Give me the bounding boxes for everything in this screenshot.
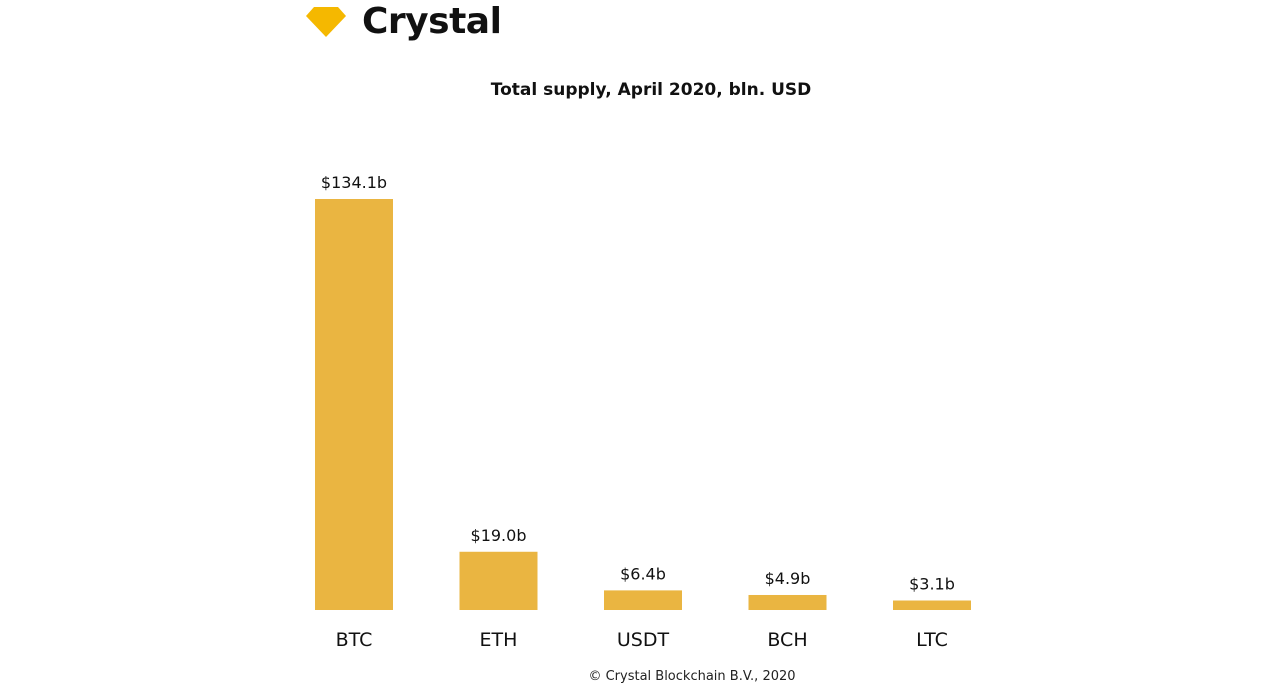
brand-name: Crystal [362, 1, 502, 42]
value-label-usdt: $6.4b [620, 564, 666, 583]
copyright-text: © Crystal Blockchain B.V., 2020 [588, 669, 796, 684]
value-label-ltc: $3.1b [909, 574, 955, 593]
bar-btc [315, 199, 393, 610]
category-label-eth: ETH [480, 629, 518, 651]
value-label-btc: $134.1b [321, 173, 387, 192]
bar-ltc [893, 600, 971, 610]
bar-eth [459, 551, 538, 610]
category-label-btc: BTC [336, 629, 373, 651]
diamond-icon [306, 7, 346, 37]
bar-bch [748, 594, 827, 610]
category-label-bch: BCH [767, 629, 807, 651]
brand-header: Crystal [306, 0, 502, 44]
value-label-eth: $19.0b [471, 526, 527, 545]
value-label-bch: $4.9b [765, 569, 811, 588]
category-label-ltc: LTC [916, 629, 948, 651]
bar-usdt [604, 590, 682, 610]
category-label-usdt: USDT [617, 629, 670, 651]
chart-title: Total supply, April 2020, bln. USD [490, 80, 812, 100]
